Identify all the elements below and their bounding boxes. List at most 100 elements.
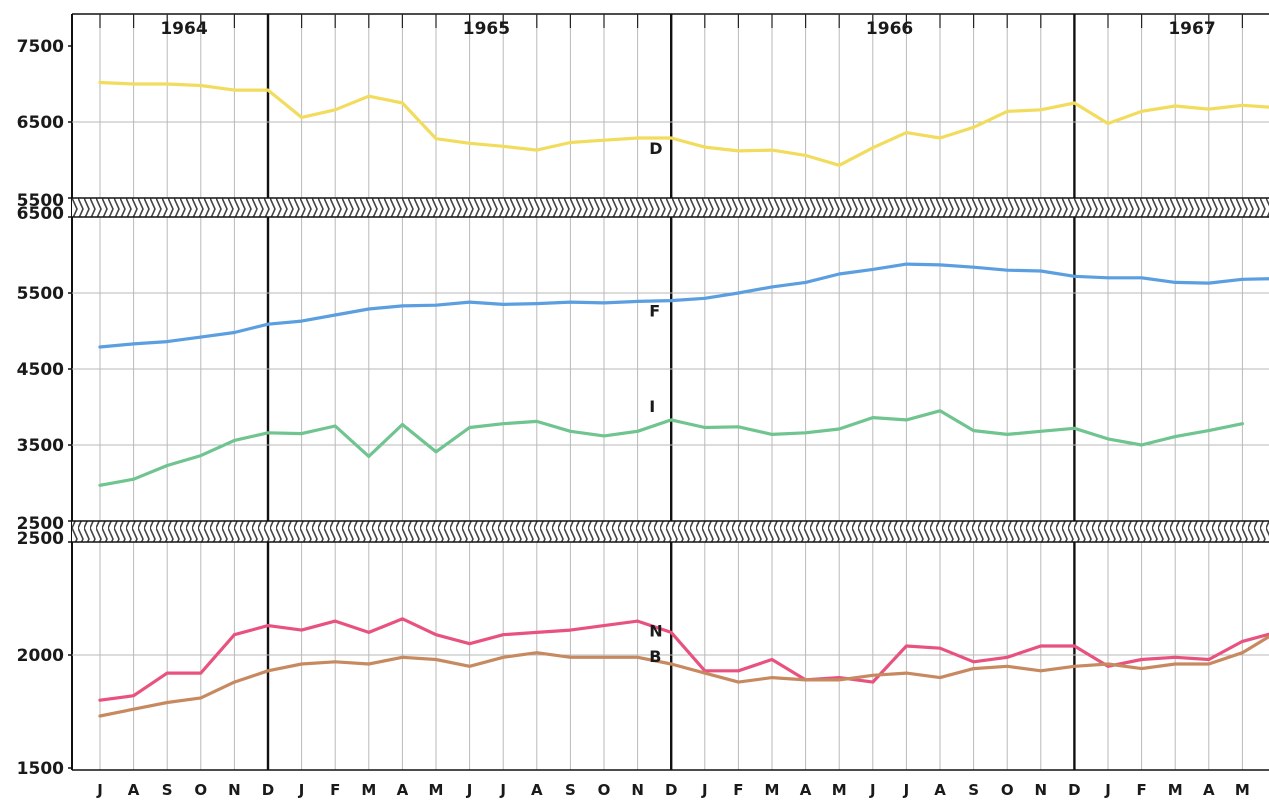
x-tick-label: N	[1035, 781, 1048, 799]
data-point-I	[1039, 429, 1043, 433]
data-point-N	[199, 671, 203, 675]
data-point-F	[1241, 277, 1244, 281]
data-point-F	[602, 301, 606, 305]
data-point-B	[1140, 667, 1143, 670]
data-point-I	[501, 422, 505, 426]
data-point-B	[132, 707, 136, 711]
year-label: 1966	[866, 19, 913, 39]
data-point-D	[266, 88, 270, 92]
data-point-I	[737, 425, 740, 429]
x-tick-label: A	[934, 781, 946, 799]
data-point-F	[837, 272, 841, 276]
data-point-F	[401, 304, 404, 308]
data-point-I	[703, 426, 707, 429]
data-point-I	[837, 427, 841, 431]
x-tick-label: A	[397, 781, 409, 799]
series-label-I: I	[649, 397, 655, 416]
data-point-F	[1207, 281, 1211, 285]
data-point-I	[1106, 437, 1110, 441]
data-point-I	[569, 429, 572, 433]
data-point-F	[434, 303, 438, 307]
x-tick-label: J	[869, 781, 876, 799]
y-tick-label: 6500	[17, 113, 64, 133]
data-point-I	[1173, 435, 1177, 439]
x-tick-label: J	[466, 781, 473, 799]
data-point-N	[165, 671, 169, 675]
data-point-B	[300, 662, 303, 666]
data-point-B	[905, 671, 908, 675]
data-point-N	[1073, 644, 1076, 648]
data-point-I	[199, 454, 203, 458]
x-tick-label: M	[429, 781, 444, 799]
data-point-F	[132, 342, 136, 346]
data-point-I	[905, 418, 908, 422]
data-point-F	[770, 285, 774, 289]
data-point-N	[132, 694, 136, 698]
series-line-B	[98, 634, 1269, 718]
series	[98, 80, 1269, 718]
x-tick-label: D	[262, 781, 274, 799]
data-point-I	[266, 431, 270, 435]
data-point-N	[1241, 640, 1244, 643]
data-point-N	[333, 619, 337, 623]
x-tick-label: F	[330, 781, 340, 799]
data-point-B	[703, 671, 707, 675]
data-point-F	[535, 302, 539, 306]
data-point-D	[434, 137, 438, 141]
data-point-D	[401, 101, 404, 105]
data-point-D	[367, 94, 371, 98]
data-point-N	[1140, 658, 1143, 661]
data-point-B	[1207, 662, 1211, 666]
data-point-D	[972, 125, 975, 129]
y-tick-label: 4500	[17, 360, 64, 380]
x-tick-label: J	[903, 781, 910, 799]
y-tick-label: 5500	[17, 284, 64, 304]
year-label: 1967	[1168, 19, 1215, 39]
data-point-B	[737, 680, 740, 684]
data-point-N	[434, 633, 438, 637]
data-point-N	[602, 624, 606, 628]
data-point-D	[98, 81, 102, 84]
data-point-D	[569, 141, 572, 144]
x-tick-label: M	[1235, 781, 1250, 799]
data-point-I	[1207, 429, 1211, 432]
x-tick-label: J	[701, 781, 708, 799]
data-point-F	[569, 300, 572, 304]
x-tick-label: M	[1168, 781, 1183, 799]
x-tick-label: S	[162, 781, 173, 799]
grid	[68, 13, 1269, 771]
data-point-B	[938, 676, 942, 679]
data-point-I	[367, 455, 371, 458]
data-point-F	[266, 322, 270, 326]
data-point-D	[1173, 104, 1177, 108]
data-point-D	[199, 84, 203, 87]
data-point-F	[233, 331, 236, 334]
data-point-N	[468, 642, 471, 646]
data-point-I	[972, 429, 975, 432]
data-point-D	[300, 116, 303, 119]
y-tick-label: 3500	[17, 436, 64, 456]
data-point-B	[165, 701, 169, 704]
data-point-N	[266, 624, 270, 628]
axis-breaks	[72, 197, 1269, 543]
data-point-B	[602, 655, 606, 659]
data-point-B	[333, 660, 337, 664]
data-point-B	[98, 714, 102, 718]
data-point-D	[770, 148, 774, 152]
data-point-F	[804, 280, 807, 284]
x-tick-label: O	[1001, 781, 1014, 799]
y-tick-label: 6500	[17, 204, 64, 224]
x-tick-label: N	[228, 781, 241, 799]
series-line-N	[98, 617, 1269, 702]
x-tick-label: S	[968, 781, 979, 799]
data-point-B	[1173, 662, 1177, 666]
axis-break-band	[72, 521, 1269, 542]
data-point-B	[569, 655, 572, 659]
data-point-F	[1173, 280, 1177, 284]
data-point-D	[233, 88, 236, 92]
data-point-F	[938, 263, 942, 267]
data-point-B	[401, 655, 404, 659]
data-point-I	[602, 434, 606, 438]
y-tick-label: 2000	[17, 646, 64, 666]
data-point-B	[1005, 664, 1009, 668]
